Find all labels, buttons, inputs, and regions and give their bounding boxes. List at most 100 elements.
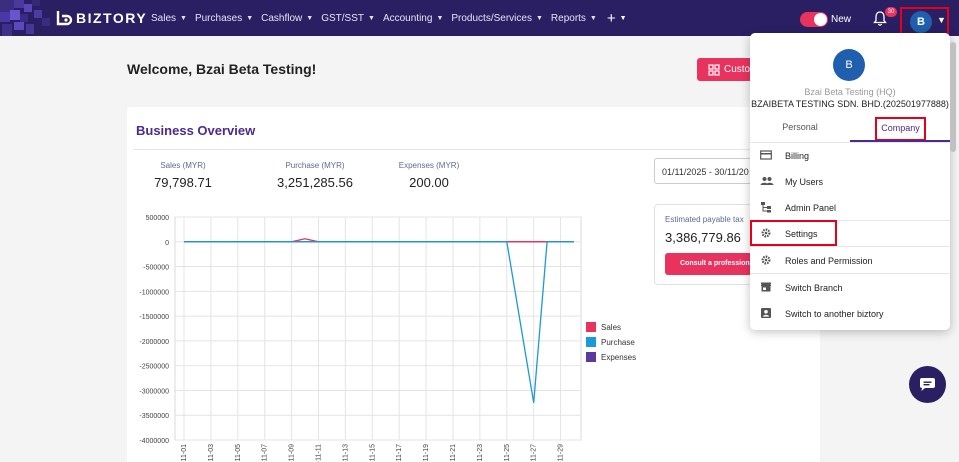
menu-switch-biztory[interactable]: Switch to another biztory	[750, 300, 950, 326]
grid-icon	[708, 63, 720, 76]
menu-billing[interactable]: Billing	[750, 142, 950, 168]
menu-accounting[interactable]: Accounting ▼	[382, 12, 444, 24]
y-tick-label: -3500000	[139, 413, 169, 420]
business-overview-chart: 500000 0 -500000 -1000000 -1500000 -2000000 -2…	[139, 215, 582, 462]
purchase-stat-value: 3,251,285.56	[277, 175, 353, 190]
caret-down-icon: ▼	[589, 14, 597, 22]
notification-count-badge: 30	[885, 7, 897, 17]
account-box-icon	[761, 308, 771, 318]
legend-swatch	[586, 322, 596, 332]
admin-panel-icon	[761, 202, 771, 213]
new-ui-toggle[interactable]	[800, 12, 828, 27]
main-menu: Sales ▼ Purchases ▼ Cashflow ▼ GST/SST ▼ Acc…	[151, 0, 627, 36]
customize-dashboard-button[interactable]: Custo	[697, 58, 757, 81]
company-name: BZAIBETA TESTING SDN. BHD.(202501977888)	[751, 99, 949, 109]
legend-expenses[interactable]: Expenses	[586, 352, 636, 362]
menu-gst-sst[interactable]: GST/SST ▼	[321, 12, 375, 24]
menu-admin-panel[interactable]: Admin Panel	[750, 194, 950, 220]
brand-name[interactable]: BIZTORY	[76, 10, 148, 26]
gear-icon	[761, 255, 771, 265]
biztory-logo-icon[interactable]	[55, 9, 73, 27]
page-title: Welcome, Bzai Beta Testing!	[127, 61, 317, 77]
menu-roles-permission[interactable]: Roles and Permission	[750, 247, 950, 273]
divider	[750, 246, 950, 247]
legend-swatch	[586, 352, 596, 362]
date-range-picker[interactable]: 01/11/2025 - 30/11/20	[654, 158, 764, 184]
expenses-stat-label: Expenses (MYR)	[398, 161, 460, 170]
consult-professional-button[interactable]: Consult a professional	[665, 253, 763, 275]
x-tick-label: -11-05	[235, 444, 242, 462]
x-tick-label: -11-13	[342, 444, 349, 462]
business-overview-title: Business Overview	[136, 123, 256, 138]
menu-purchases[interactable]: Purchases ▼	[194, 12, 254, 24]
sales-stat-value: 79,798.71	[154, 175, 212, 190]
y-tick-label: 0	[165, 240, 169, 247]
menu-my-users[interactable]: My Users	[750, 168, 950, 194]
legend-purchase[interactable]: Purchase	[586, 337, 636, 347]
credit-card-icon	[760, 150, 772, 160]
top-navbar: BIZTORY Sales ▼ Purchases ▼ Cashflow ▼ GST/…	[0, 0, 959, 36]
y-tick-label: -2500000	[139, 364, 169, 371]
logo-pixel-pattern	[0, 0, 58, 36]
x-tick-label: -11-01	[181, 444, 188, 462]
bell-icon[interactable]	[873, 11, 887, 26]
x-tick-label: -11-21	[450, 444, 457, 462]
x-tick-label: -11-27	[531, 444, 538, 462]
menu-sales[interactable]: Sales ▼	[151, 12, 187, 24]
organization-name: Bzai Beta Testing (HQ)	[804, 87, 896, 97]
business-overview-card: Business Overview Sales (MYR) 79,798.71 …	[127, 107, 820, 462]
x-tick-label: -11-23	[477, 444, 484, 462]
y-tick-label: -4000000	[139, 438, 169, 445]
toggle-knob	[814, 13, 827, 26]
tab-company[interactable]: Company	[875, 117, 926, 141]
menu-settings[interactable]: Settings	[750, 220, 950, 246]
estimated-tax-card: Estimated payable tax 3,386,779.86 Consu…	[654, 204, 764, 285]
tax-label: Estimated payable tax	[665, 215, 744, 224]
settings-highlight-box	[750, 220, 837, 246]
scrollbar[interactable]	[950, 42, 956, 152]
users-icon	[760, 177, 774, 185]
menu-reports[interactable]: Reports ▼	[550, 12, 597, 24]
menu-switch-branch[interactable]: Switch Branch	[750, 274, 950, 300]
chat-bubble-icon	[920, 378, 935, 391]
y-tick-label: 500000	[146, 215, 169, 222]
user-menu-button[interactable]: B ▼	[900, 7, 949, 36]
x-tick-label: -11-03	[208, 444, 215, 462]
legend-sales[interactable]: Sales	[586, 322, 636, 332]
y-tick-label: -3000000	[139, 388, 169, 395]
menu-products-services[interactable]: Products/Services ▼	[451, 12, 543, 24]
tab-personal[interactable]: Personal	[782, 122, 818, 132]
purchase-stat-label: Purchase (MYR)	[285, 161, 345, 170]
x-tick-label: -11-15	[369, 444, 376, 462]
caret-down-icon: ▼	[436, 14, 444, 22]
caret-down-icon: ▼	[619, 14, 627, 22]
caret-down-icon: ▼	[246, 14, 254, 22]
legend-swatch	[586, 337, 596, 347]
divider	[750, 142, 950, 143]
user-dropdown-menu: B Bzai Beta Testing (HQ) BZAIBETA TESTIN…	[750, 33, 950, 330]
y-tick-label: -2000000	[139, 339, 169, 346]
dropdown-avatar: B	[833, 49, 865, 81]
plot-area	[174, 216, 582, 441]
chat-support-button[interactable]	[909, 366, 946, 403]
series-line-purchase	[184, 241, 574, 403]
y-tick-label: -1000000	[139, 289, 169, 296]
x-tick-label: -11-17	[396, 444, 403, 462]
menu-cashflow[interactable]: Cashflow ▼	[261, 12, 314, 24]
caret-down-icon: ▼	[368, 14, 375, 22]
active-tab-indicator	[850, 140, 950, 142]
divider	[133, 149, 813, 150]
quick-add-button[interactable]: + ▼	[607, 10, 627, 27]
expenses-stat-value: 200.00	[409, 175, 449, 190]
caret-down-icon: ▼	[306, 14, 314, 22]
chevron-down-icon: ▼	[937, 15, 946, 25]
divider	[750, 220, 950, 221]
caret-down-icon: ▼	[535, 14, 543, 22]
plus-icon: +	[606, 9, 616, 27]
y-tick-label: -500000	[143, 265, 169, 272]
y-tick-label: -1500000	[139, 314, 169, 321]
x-tick-label: -11-07	[262, 444, 269, 462]
tax-value: 3,386,779.86	[665, 230, 741, 245]
x-tick-label: -11-29	[558, 444, 565, 462]
caret-down-icon: ▼	[180, 14, 187, 22]
